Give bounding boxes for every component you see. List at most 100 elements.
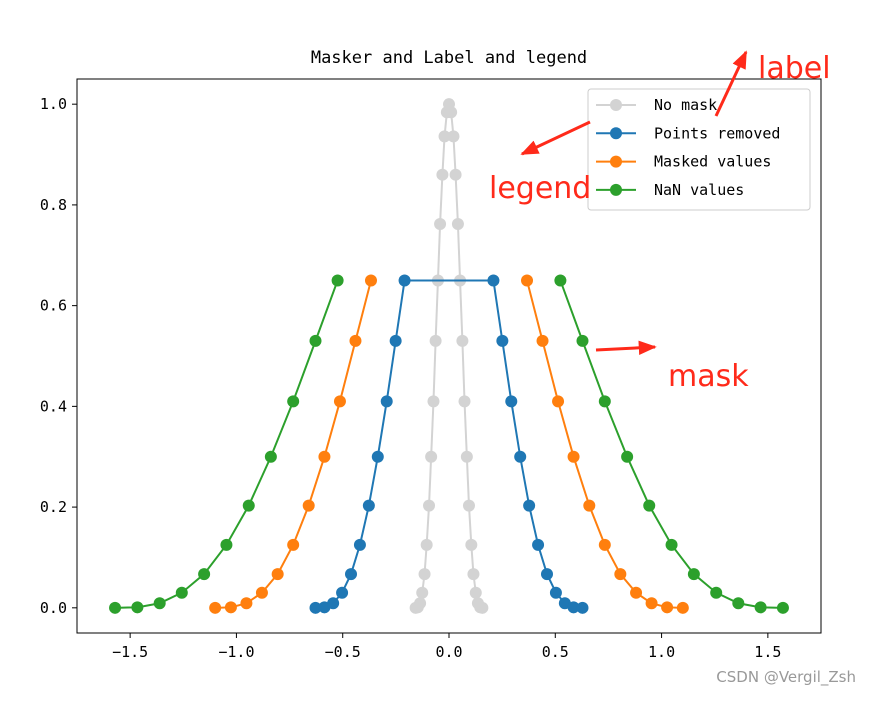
marker [476, 601, 489, 614]
marker [567, 450, 580, 463]
marker [540, 568, 553, 581]
marker [309, 334, 322, 347]
marker [458, 395, 471, 408]
series-line [315, 279, 583, 609]
chart-title: Masker and Label and legend [311, 48, 587, 68]
marker [621, 450, 634, 463]
marker [462, 499, 475, 512]
marker [661, 601, 674, 614]
marker [549, 586, 562, 599]
marker [514, 450, 527, 463]
marker [418, 568, 431, 581]
watermark: CSDN @Vergil_Zsh [716, 668, 856, 687]
marker [333, 395, 346, 408]
annotation: mask [668, 359, 749, 394]
y-tick-label: 0.8 [40, 196, 67, 214]
legend-box [587, 88, 811, 211]
marker [467, 568, 480, 581]
marker [732, 597, 745, 610]
marker [175, 586, 188, 599]
marker [665, 538, 678, 551]
legend-marker [610, 183, 622, 196]
marker [242, 499, 255, 512]
marker [271, 568, 284, 581]
marker [576, 334, 589, 347]
marker [465, 538, 478, 551]
marker [554, 274, 567, 287]
marker [598, 395, 611, 408]
series-line [115, 280, 783, 609]
marker [389, 334, 402, 347]
marker [449, 168, 462, 181]
marker [523, 499, 536, 512]
marker [676, 601, 689, 614]
marker [567, 601, 580, 614]
marker [153, 597, 166, 610]
annotation: legend [489, 171, 591, 206]
x-tick-label: −1.5 [112, 643, 148, 661]
marker [220, 538, 233, 551]
annotation-arrow [595, 340, 657, 356]
series-line [215, 280, 683, 609]
marker [598, 538, 611, 551]
marker [380, 395, 393, 408]
marker [643, 499, 656, 512]
legend-label: NaN values [654, 181, 744, 199]
x-tick-label: 0.0 [435, 643, 462, 661]
marker [327, 597, 340, 610]
marker [754, 601, 767, 614]
legend-marker [610, 155, 622, 168]
marker [487, 274, 500, 287]
marker [445, 106, 458, 119]
marker [331, 274, 344, 287]
marker [552, 395, 565, 408]
marker [687, 568, 700, 581]
marker [451, 218, 464, 231]
marker [416, 586, 429, 599]
marker [460, 450, 473, 463]
marker [645, 597, 658, 610]
y-tick-label: 0.0 [40, 599, 67, 617]
marker [630, 586, 643, 599]
marker [438, 130, 451, 143]
marker [776, 601, 789, 614]
marker [318, 450, 331, 463]
marker [583, 499, 596, 512]
legend-label: Points removed [654, 124, 780, 142]
series-line [415, 100, 483, 609]
marker [224, 601, 237, 614]
marker [456, 334, 469, 347]
x-tick-label: 1.0 [648, 643, 675, 661]
marker [420, 538, 433, 551]
marker [576, 601, 589, 614]
marker [309, 601, 322, 614]
marker [536, 334, 549, 347]
marker [398, 274, 411, 287]
marker [436, 168, 449, 181]
marker [434, 218, 447, 231]
legend-marker [610, 127, 622, 140]
marker [429, 334, 442, 347]
x-tick-label: −0.5 [325, 643, 361, 661]
marker [240, 597, 253, 610]
x-tick-label: 1.5 [754, 643, 781, 661]
y-tick-label: 0.6 [40, 297, 67, 315]
marker [447, 130, 460, 143]
marker [532, 538, 545, 551]
marker [505, 395, 518, 408]
x-tick-label: −1.0 [218, 643, 254, 661]
marker [209, 601, 222, 614]
y-tick-label: 0.2 [40, 498, 67, 516]
annotation-arrow [714, 50, 748, 117]
annotation: label [758, 51, 831, 86]
marker [336, 586, 349, 599]
marker [427, 395, 440, 408]
marker [353, 538, 366, 551]
y-tick-label: 0.4 [40, 397, 67, 415]
marker [349, 334, 362, 347]
marker [364, 274, 377, 287]
legend-marker [610, 99, 622, 111]
x-tick-label: 0.5 [542, 643, 569, 661]
marker [264, 450, 277, 463]
